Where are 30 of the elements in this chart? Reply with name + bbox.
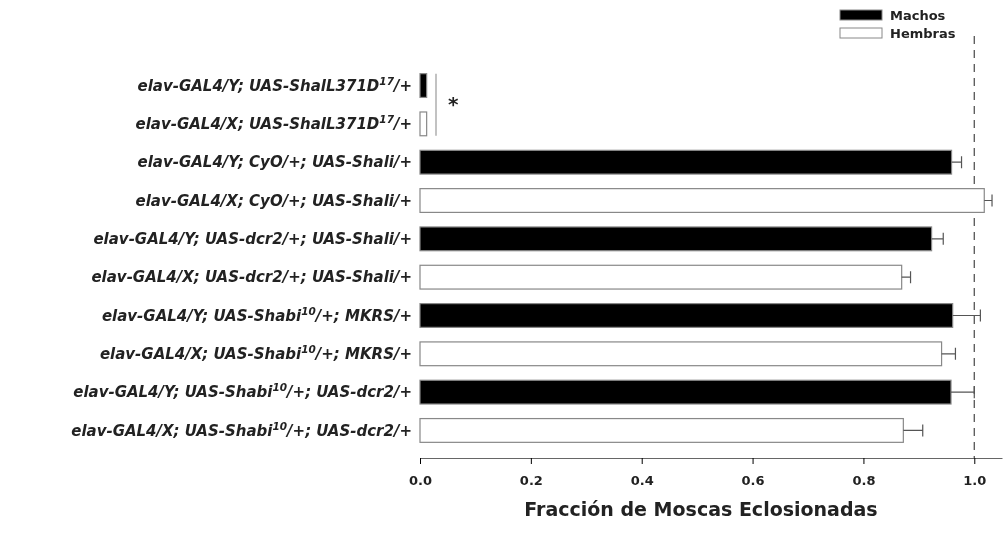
bar — [419, 188, 985, 213]
annotation: * — [448, 92, 459, 117]
x-tick-label: 0.8 — [852, 473, 876, 489]
y-tick-label: elav-GAL4/Y; UAS-ShalL371D$^{17}$/+ — [137, 74, 412, 95]
x-tick-label: 0.0 — [408, 473, 433, 489]
bar — [419, 111, 428, 137]
x-tick-label: 0.4 — [630, 473, 654, 489]
y-tick-label: elav-GAL4/X; UAS-ShalL371D$^{17}$/+ — [135, 113, 412, 134]
legend-label: Machos — [890, 7, 946, 23]
x-tick-label: 0.2 — [519, 473, 543, 489]
y-tick-label: elav-GAL4/Y; UAS-Shabi$^{10}$/+; MKRS/+ — [101, 304, 412, 325]
y-tick-label: elav-GAL4/Y; CyO/+; UAS-Shali/+ — [137, 153, 412, 172]
bar — [419, 379, 952, 405]
bar — [419, 264, 903, 290]
y-tick-label: elav-GAL4/X; UAS-dcr2/+; UAS-Shali/+ — [91, 268, 412, 287]
bar — [419, 149, 953, 175]
y-tick-label: elav-GAL4/X; CyO/+; UAS-Shali/+ — [135, 191, 412, 210]
bar — [419, 226, 933, 252]
legend-label: Hembras — [890, 25, 956, 41]
y-tick-label: elav-GAL4/X; UAS-Shabi$^{10}$/+; UAS-dcr2/+ — [71, 419, 412, 440]
bar — [419, 341, 943, 367]
bar — [419, 73, 428, 99]
y-tick-label: elav-GAL4/Y; UAS-dcr2/+; UAS-Shali/+ — [93, 230, 412, 249]
bar — [419, 303, 954, 328]
y-tick-label: elav-GAL4/X; UAS-Shabi$^{10}$/+; MKRS/+ — [99, 343, 412, 364]
y-tick-label: elav-GAL4/Y; UAS-Shabi$^{10}$/+; UAS-dcr2/+ — [73, 381, 412, 402]
x-tick-label: 1.0 — [963, 473, 987, 489]
x-tick-label: 0.6 — [741, 473, 765, 489]
bar — [419, 417, 904, 443]
x-axis-title: Fracción de Moscas Eclosionadas — [524, 498, 878, 520]
